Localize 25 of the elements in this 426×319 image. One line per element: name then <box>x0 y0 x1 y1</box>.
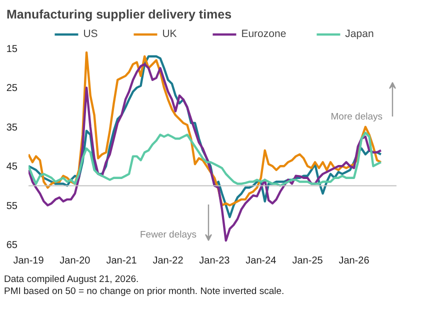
y-tick-label: 15 <box>6 44 18 55</box>
line-series <box>28 63 382 242</box>
legend-label: UK <box>162 28 178 40</box>
x-tick-label: Jan-20 <box>60 256 91 266</box>
x-tick-label: Jan-26 <box>338 256 370 266</box>
y-tick-label: 65 <box>6 240 18 251</box>
text: Data compiled August 21, 2026. <box>4 274 139 285</box>
x-tick-label: Jan-22 <box>152 256 184 266</box>
chart-title: Manufacturing supplier delivery times <box>6 8 232 22</box>
annotation: Fewer delays <box>140 230 197 240</box>
line-series <box>28 132 382 187</box>
y-tick-label: 55 <box>6 200 18 212</box>
x-tick-label: Jan-21 <box>106 256 138 266</box>
legend-label: Eurozone <box>241 28 286 40</box>
text: PMI based on 50 = no change on prior month. Note inverted scale. <box>4 286 284 297</box>
x-tick-label: Jan-23 <box>199 256 230 266</box>
y-tick-label: 45 <box>6 162 18 173</box>
y-tick-label: 25 <box>6 83 18 94</box>
y-tick-label: 35 <box>6 122 18 134</box>
x-tick-label: Jan-25 <box>292 256 324 266</box>
legend-label: Japan <box>345 28 374 40</box>
legend-label: US <box>83 28 99 40</box>
annotation: More delays <box>330 112 383 122</box>
x-tick-label: Jan-24 <box>246 256 277 266</box>
x-tick-label: Jan-19 <box>13 256 44 266</box>
